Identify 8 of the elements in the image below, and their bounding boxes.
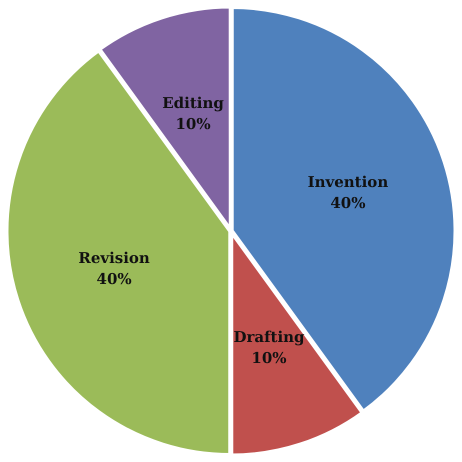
slice-label: Drafting	[233, 328, 306, 346]
data-label: 40%	[96, 270, 132, 288]
slice-label: Editing	[162, 94, 224, 112]
data-label: 10%	[175, 114, 211, 133]
data-label: 40%	[330, 194, 366, 212]
slice-label: Invention	[308, 172, 388, 191]
data-label: 10%	[251, 348, 287, 367]
slice-label: Revision	[78, 248, 150, 267]
